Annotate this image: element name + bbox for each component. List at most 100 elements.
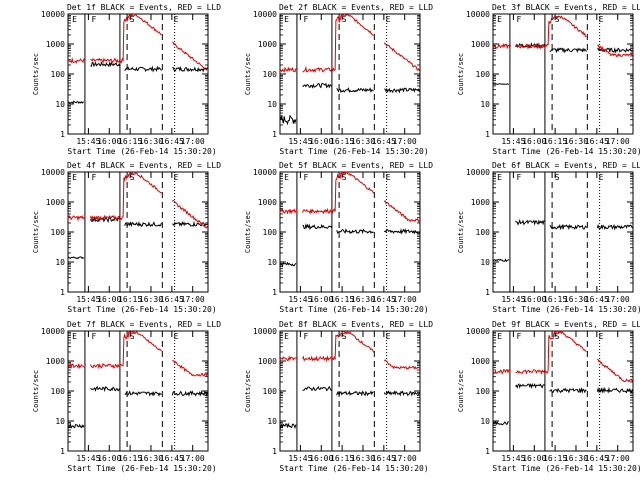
- y-tick-label: 1: [60, 288, 65, 297]
- y-tick-label: 100: [263, 70, 278, 79]
- y-tick-label: 10000: [41, 168, 65, 177]
- events-trace: [384, 87, 420, 94]
- events-trace: [336, 390, 374, 397]
- events-trace: [172, 66, 208, 73]
- events-trace: [336, 86, 374, 94]
- plot-frame: [492, 171, 634, 293]
- y-tick-label: 1: [60, 130, 65, 139]
- y-tick-label: 100: [51, 228, 66, 237]
- plot-frame: [67, 13, 209, 135]
- y-tick-label: 10: [480, 258, 490, 267]
- y-tick-label: 100: [51, 387, 66, 396]
- chart-panel-5: Det 5f BLACK = Events, RED = LLD 1 10 100 10…: [244, 161, 433, 314]
- interval-marker-label: E: [599, 15, 604, 24]
- interval-marker-label: F: [92, 173, 97, 182]
- interval-marker-label: S: [342, 173, 347, 182]
- x-tick-label: 16:00: [309, 137, 333, 146]
- events-trace: [336, 228, 374, 235]
- y-tick-label: 1000: [46, 357, 65, 366]
- plot-frame: [492, 13, 634, 135]
- y-axis-label: Counts/sec: [457, 211, 465, 253]
- plot-frame: [67, 330, 209, 452]
- events-trace: [279, 114, 297, 126]
- y-tick-label: 10000: [466, 10, 490, 19]
- events-trace: [383, 228, 420, 235]
- y-tick-label: 1: [272, 447, 277, 456]
- interval-marker-label: E: [497, 173, 502, 182]
- x-tick-label: 17:00: [606, 454, 630, 463]
- y-tick-label: 100: [263, 228, 278, 237]
- events-trace: [302, 385, 333, 392]
- x-tick-label: 16:15: [118, 295, 142, 304]
- panel-title: Det 5f BLACK = Events, RED = LLD: [279, 161, 433, 170]
- x-tick-label: 17:00: [606, 137, 630, 146]
- interval-marker-label: E: [386, 15, 391, 24]
- interval-marker-label: S: [130, 173, 135, 182]
- x-tick-label: 16:45: [585, 295, 609, 304]
- panel-title: Det 7f BLACK = Events, RED = LLD: [67, 320, 221, 329]
- x-axis-label: Start Time (26-Feb-14 15:30:20): [492, 464, 640, 473]
- x-tick-label: 16:30: [351, 137, 375, 146]
- lld-trace: [67, 362, 86, 370]
- y-axis-label: Counts/sec: [32, 53, 40, 95]
- interval-marker-label: S: [555, 173, 560, 182]
- interval-marker-label: E: [386, 332, 391, 341]
- lld-trace: [90, 171, 162, 222]
- y-tick-label: 1: [485, 130, 490, 139]
- events-trace: [124, 220, 162, 228]
- y-tick-label: 10000: [41, 10, 65, 19]
- events-trace: [279, 422, 297, 430]
- x-tick-label: 17:00: [181, 454, 205, 463]
- events-trace: [515, 382, 545, 390]
- y-axis-label: Counts/sec: [32, 211, 40, 253]
- events-trace: [172, 220, 208, 228]
- x-tick-label: 16:15: [118, 454, 142, 463]
- interval-marker-label: S: [555, 15, 560, 24]
- y-tick-label: 1000: [46, 40, 65, 49]
- interval-marker-label: E: [599, 173, 604, 182]
- x-tick-label: 17:00: [393, 454, 417, 463]
- y-axis-label: Counts/sec: [244, 370, 252, 412]
- lld-trace: [171, 199, 208, 229]
- x-tick-label: 17:00: [393, 295, 417, 304]
- x-tick-label: 16:30: [564, 295, 588, 304]
- plot-frame: [279, 13, 421, 135]
- interval-marker-label: S: [130, 332, 135, 341]
- lld-trace: [172, 360, 208, 377]
- events-trace: [302, 82, 332, 89]
- x-tick-label: 16:15: [330, 295, 354, 304]
- x-tick-label: 16:45: [372, 454, 396, 463]
- interval-marker-label: E: [497, 15, 502, 24]
- events-trace: [90, 61, 121, 68]
- lld-trace: [90, 330, 162, 370]
- chart-panel-8: Det 8f BLACK = Events, RED = LLD 1 10 100 10…: [244, 320, 433, 473]
- x-tick-label: 16:00: [97, 137, 121, 146]
- y-tick-label: 1000: [471, 357, 490, 366]
- plot-frame: [279, 330, 421, 452]
- interval-marker-label: F: [517, 15, 522, 24]
- events-trace: [492, 420, 510, 426]
- x-tick-label: 16:00: [97, 454, 121, 463]
- plot-frame: [67, 171, 209, 293]
- interval-marker-label: F: [304, 173, 309, 182]
- panel-title: Det 9f BLACK = Events, RED = LLD: [492, 320, 640, 329]
- lld-trace: [302, 13, 374, 73]
- x-tick-label: 16:45: [585, 137, 609, 146]
- y-tick-label: 10000: [253, 10, 277, 19]
- y-tick-label: 10: [55, 100, 65, 109]
- events-trace: [515, 218, 545, 226]
- y-tick-label: 1: [272, 130, 277, 139]
- x-axis-label: Start Time (26-Feb-14 15:30:20): [279, 305, 428, 314]
- interval-marker-label: E: [174, 15, 179, 24]
- lld-trace: [90, 13, 162, 64]
- events-trace: [596, 223, 633, 231]
- interval-marker-label: E: [174, 332, 179, 341]
- events-trace: [68, 256, 85, 260]
- lld-trace: [492, 368, 511, 375]
- x-tick-label: 15:45: [501, 454, 525, 463]
- x-tick-label: 16:30: [564, 454, 588, 463]
- lld-trace: [515, 330, 587, 375]
- x-tick-label: 16:45: [372, 295, 396, 304]
- x-tick-label: 15:45: [288, 137, 312, 146]
- interval-marker-label: F: [304, 15, 309, 24]
